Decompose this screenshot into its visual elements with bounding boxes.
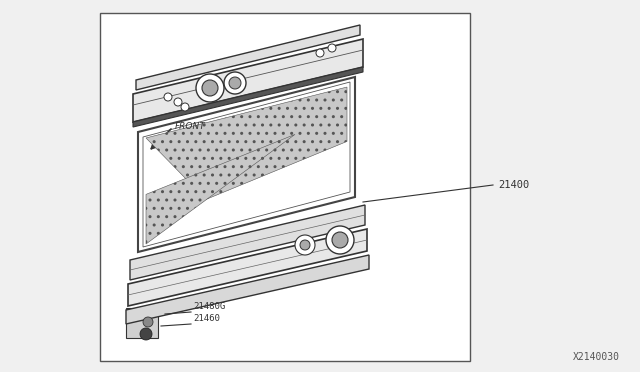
Text: FRONT: FRONT: [175, 122, 205, 131]
Polygon shape: [143, 82, 350, 247]
Text: 21400: 21400: [498, 180, 529, 190]
Circle shape: [181, 103, 189, 111]
Circle shape: [229, 77, 241, 89]
Circle shape: [326, 226, 354, 254]
Circle shape: [196, 74, 224, 102]
Polygon shape: [126, 308, 158, 338]
Circle shape: [174, 98, 182, 106]
Polygon shape: [138, 77, 355, 252]
Circle shape: [328, 44, 336, 52]
Polygon shape: [133, 67, 363, 127]
Circle shape: [316, 49, 324, 57]
Circle shape: [332, 232, 348, 248]
Text: 21460: 21460: [193, 314, 220, 323]
Circle shape: [140, 328, 152, 340]
Bar: [100, 13, 470, 361]
Circle shape: [300, 240, 310, 250]
Polygon shape: [128, 229, 367, 306]
Polygon shape: [146, 134, 295, 244]
Circle shape: [295, 235, 315, 255]
Text: 21480G: 21480G: [193, 302, 225, 311]
Polygon shape: [136, 25, 360, 90]
Circle shape: [202, 80, 218, 96]
Text: X2140030: X2140030: [573, 352, 620, 362]
Polygon shape: [130, 205, 365, 280]
Circle shape: [164, 93, 172, 101]
Circle shape: [224, 72, 246, 94]
Polygon shape: [133, 39, 363, 122]
Polygon shape: [126, 255, 369, 324]
Circle shape: [143, 317, 153, 327]
Polygon shape: [146, 87, 347, 199]
